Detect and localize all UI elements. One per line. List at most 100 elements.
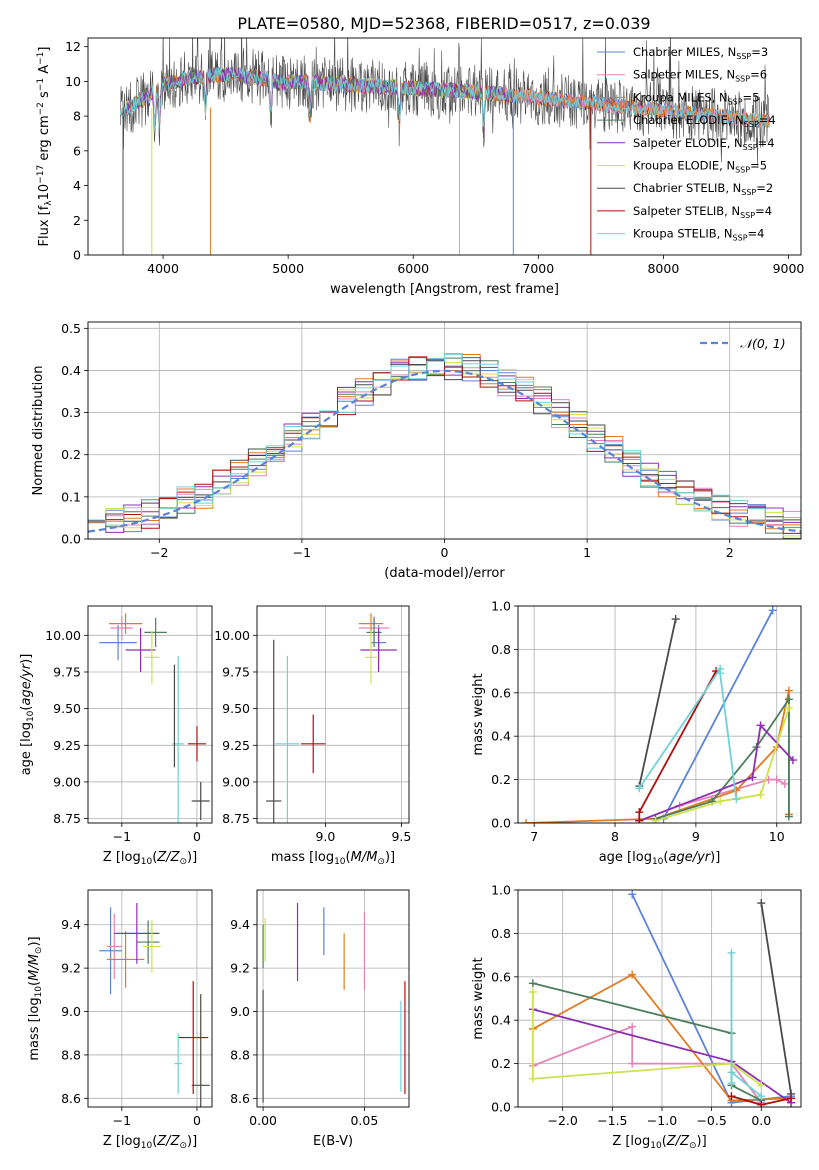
xlabel-part: Z/Z (156, 850, 180, 865)
xlabel-part: )] (710, 850, 720, 865)
legend-tail: =6 (750, 68, 767, 82)
xlabel-part: ( (346, 850, 351, 865)
series-marker-chabrier_elodie (528, 979, 537, 988)
legend-label-chabrier_stelib: Chabrier STELIB, NSSP=2 (633, 181, 773, 197)
ylabel-part: mass [log (27, 997, 42, 1060)
age_vs_Z-ylabel: age [log10(age/yr)] (19, 654, 36, 776)
age_vs_mass-points (266, 613, 397, 823)
x-tick-label: 8000 (647, 261, 679, 276)
legend-sub: SSP (735, 75, 750, 84)
series-marker-chabrier_miles (628, 890, 637, 899)
age_vs_mass-frame (256, 605, 410, 824)
series-marker-salpeter_stelib (787, 1094, 796, 1103)
y-tick-label: 0.4 (491, 729, 511, 744)
x-tick-label: 0.05 (350, 1113, 378, 1128)
x-tick-label: 8 (611, 829, 619, 844)
x-tick-label: 0 (193, 829, 201, 844)
ylabel-part: ] (37, 47, 52, 52)
xlabel-part: ( (152, 850, 157, 865)
age_vs_Z-xlabel: Z [log10(Z/Z⊙)] (103, 850, 197, 867)
legend-text: Salpeter ELODIE, N (633, 136, 743, 150)
series-line-chabrier_stelib (760, 902, 792, 1095)
y-tick-label: 9.4 (61, 917, 81, 932)
y-tick-label: 9.00 (53, 774, 81, 789)
y-tick-label: 0 (73, 248, 81, 263)
series-marker-kroupa_elodie (651, 816, 660, 823)
xlabel-part: Z/Z (666, 1134, 690, 1149)
ylabel-part: ( (19, 706, 34, 711)
legend-tail: =2 (756, 181, 773, 195)
series-marker-salpeter_elodie (756, 721, 765, 730)
mass_vs_ebv-xlabel: E(B-V) (313, 1134, 353, 1149)
series-marker-salpeter_stelib (635, 816, 644, 823)
series-line-chabrier_stelib (638, 618, 677, 787)
y-tick-label: 8 (73, 109, 81, 124)
y-tick-label: 0.5 (61, 321, 81, 336)
xlabel-part: ( (663, 850, 668, 865)
plots: 4000 5000 6000 7000 8000 9000024681012wavelen… (19, 37, 804, 1151)
legend-label-kroupa_elodie: Kroupa ELODIE, NSSP=5 (633, 159, 767, 175)
series-line-kroupa_stelib (730, 952, 762, 1097)
x-tick-label: 4000 (147, 261, 179, 276)
series-marker-salpeter_elodie (748, 773, 757, 782)
xlabel-part: E(B-V) (313, 1134, 353, 1149)
xlabel-part: )] (187, 850, 197, 865)
y-tick-label: 9.75 (222, 664, 250, 679)
ylabel-part: A (37, 65, 52, 78)
mass_vs_Z-points (99, 903, 210, 1107)
y-tick-label: 8.75 (222, 811, 250, 826)
age_vs_mass-axes: 9.0 9.5 8.75 9.00 9.25 9.50 9.75 10.00 (214, 606, 411, 844)
legend-text: Salpeter MILES, N (633, 68, 735, 82)
ylabel-part: 10 (34, 986, 44, 998)
y-tick-label: 0.3 (61, 405, 81, 420)
age_vs_Z-axes: −1 0 8.75 9.00 9.25 9.50 9.75 10.00 (45, 606, 212, 844)
series-marker-salpeter_miles (780, 779, 789, 788)
legend-text: Kroupa ELODIE, N (633, 159, 735, 173)
spectrum-ylabel: Flux [fλ10−17 erg cm−2 s−1 A−1] (36, 47, 54, 247)
ylabel-part: −1 (36, 52, 46, 65)
xlabel-part: ⊙ (377, 857, 385, 867)
massweight_vs_Z-frame (517, 889, 802, 1108)
y-tick-label: 0.4 (491, 1013, 511, 1028)
massweight_vs_age-xlabel: age [log10(age/yr)] (599, 850, 721, 867)
xlabel-part: 10 (652, 857, 664, 867)
ylabel-part: Flux [f (37, 205, 52, 246)
age_vs_Z-points (99, 613, 210, 823)
spectrum-xlabel: wavelength [Angstrom, rest frame] (330, 282, 559, 297)
legend-tail: =4 (759, 113, 776, 127)
xlabel-part: Z [log (612, 1134, 650, 1149)
ylabel-part: ( (27, 981, 42, 986)
xlabel-part: 10 (141, 857, 153, 867)
legend-sub: SSP (740, 211, 755, 220)
series-marker-kroupa_elodie (756, 790, 765, 799)
y-tick-label: 0.0 (61, 532, 81, 547)
x-tick-label: 0 (193, 1113, 201, 1128)
xlabel-part: ⊙ (179, 1141, 187, 1151)
legend-label-salpeter_stelib: Salpeter STELIB, NSSP=4 (633, 204, 772, 220)
y-tick-label: 9.0 (61, 1004, 81, 1019)
figure-title: PLATE=0580, MJD=52368, FIBERID=0517, z=0… (237, 14, 650, 33)
xlabel-part: 10 (334, 857, 346, 867)
legend-sub: SSP (728, 97, 743, 106)
xlabel-part: ( (662, 1134, 667, 1149)
mass_vs_Z-ylabel: mass [log10(M/M⊙)] (27, 936, 44, 1060)
series-marker-kroupa_miles (784, 686, 793, 695)
series-marker-kroupa_elodie (528, 1074, 537, 1083)
y-tick-label: 9.25 (53, 738, 81, 753)
legend-label-kroupa_stelib: Kroupa STELIB, NSSP=4 (633, 227, 764, 243)
y-tick-label: 8.6 (230, 1091, 250, 1106)
y-tick-label: 10.00 (214, 628, 250, 643)
mass_vs_Z-frame (87, 889, 213, 1108)
x-tick-label: 1 (583, 545, 591, 560)
xlabel-part: wavelength [Angstrom, rest frame] (330, 282, 559, 297)
mass_vs_ebv-frame (256, 889, 410, 1108)
legend-label-salpeter_miles: Salpeter MILES, NSSP=6 (633, 68, 767, 84)
series-line-chabrier_miles (662, 609, 774, 820)
ylabel-part: age [log (19, 722, 34, 775)
legend-sub: SSP (744, 120, 759, 129)
xlabel-part: ⊙ (179, 857, 187, 867)
residuals-xlabel: (data-model)/error (384, 566, 505, 581)
massweight_vs_Z-lines (528, 890, 796, 1107)
